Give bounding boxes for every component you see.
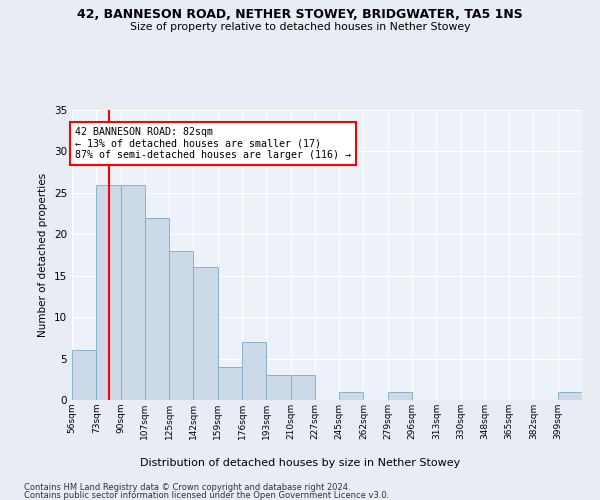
Bar (339, 392, 364, 400)
Text: 42, BANNESON ROAD, NETHER STOWEY, BRIDGWATER, TA5 1NS: 42, BANNESON ROAD, NETHER STOWEY, BRIDGW… (77, 8, 523, 20)
Bar (558, 392, 582, 400)
Bar (121, 184, 145, 400)
Bar (145, 218, 169, 400)
Bar (72, 350, 96, 400)
Bar (218, 367, 242, 400)
Bar (96, 184, 121, 400)
Bar (266, 375, 290, 400)
Text: 42 BANNESON ROAD: 82sqm
← 13% of detached houses are smaller (17)
87% of semi-de: 42 BANNESON ROAD: 82sqm ← 13% of detache… (75, 126, 351, 160)
Bar (242, 342, 266, 400)
Text: Distribution of detached houses by size in Nether Stowey: Distribution of detached houses by size … (140, 458, 460, 468)
Bar (193, 268, 218, 400)
Text: Contains public sector information licensed under the Open Government Licence v3: Contains public sector information licen… (24, 491, 389, 500)
Bar (388, 392, 412, 400)
Bar (290, 375, 315, 400)
Text: Size of property relative to detached houses in Nether Stowey: Size of property relative to detached ho… (130, 22, 470, 32)
Bar (169, 251, 193, 400)
Text: Contains HM Land Registry data © Crown copyright and database right 2024.: Contains HM Land Registry data © Crown c… (24, 482, 350, 492)
Y-axis label: Number of detached properties: Number of detached properties (38, 173, 49, 337)
